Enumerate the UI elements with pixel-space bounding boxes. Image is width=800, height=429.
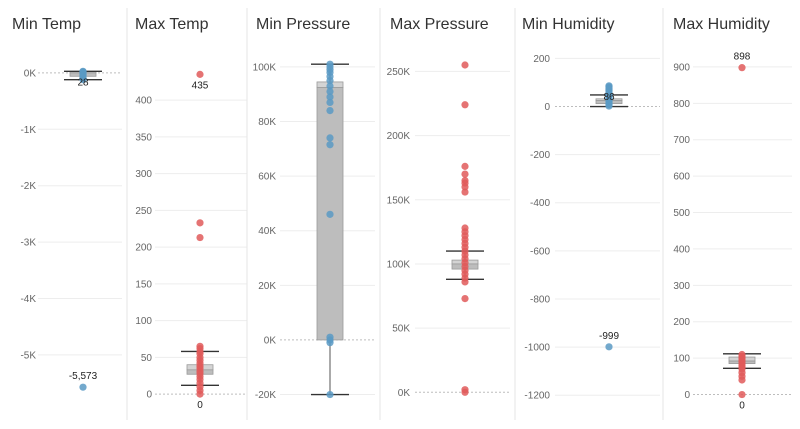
data-point (326, 82, 334, 90)
data-point (605, 102, 613, 110)
tick-label: 0 (544, 102, 550, 113)
data-point (461, 162, 469, 170)
panel-min-pressure: Min Pressure 100K 80K 60K 40K 20K 0K -20K (246, 8, 375, 420)
data-point (326, 93, 334, 101)
panel-title: Max Pressure (390, 16, 489, 33)
panel-max-temp: Max Temp 0 50 100 150 200 250 300 350 400 435 0 (126, 8, 247, 420)
tick-label: 0 (146, 390, 152, 401)
tick-label: 400 (673, 244, 690, 255)
tick-label: -4K (20, 294, 36, 305)
tick-label: -5K (20, 350, 36, 361)
panel-title: Min Pressure (256, 16, 350, 33)
panel-title: Min Humidity (522, 16, 614, 33)
data-point (196, 233, 204, 242)
data-point (196, 219, 204, 227)
data-label: -5,573 (69, 371, 98, 382)
tick-label: 100K (387, 259, 411, 270)
data-point (461, 278, 469, 286)
tick-label: 600 (673, 172, 690, 183)
tick-label: 200 (673, 317, 690, 328)
tick-label: 250 (135, 206, 152, 217)
data-point (326, 339, 334, 347)
tick-label: 250K (387, 67, 411, 78)
panel-title: Min Temp (12, 16, 81, 33)
tick-label: 300 (673, 281, 690, 292)
data-point (326, 87, 334, 96)
data-point (326, 141, 334, 149)
tick-label: -3K (20, 238, 36, 249)
data-label: 0 (739, 401, 745, 412)
tick-label: 0K (24, 68, 37, 79)
data-label: 898 (734, 52, 751, 63)
data-point (196, 390, 204, 398)
tick-label: -600 (530, 246, 550, 257)
data-label: 28 (77, 77, 89, 88)
tick-label: -2K (20, 181, 36, 192)
tick-label: 100K (253, 62, 277, 73)
data-label: 435 (192, 80, 209, 91)
data-label: 86 (603, 92, 615, 103)
panel-title: Max Temp (135, 16, 209, 33)
panel-max-humidity: Max Humidity 0 100 200 300 400 500 600 700 800 900… (662, 8, 792, 420)
tick-label: 0K (398, 388, 411, 399)
tick-label: 100 (135, 316, 152, 327)
data-point (461, 170, 469, 178)
tick-label: 50K (392, 324, 410, 335)
data-point (605, 343, 613, 351)
data-point (326, 210, 334, 218)
data-point (326, 98, 334, 107)
tick-label: 0 (684, 390, 690, 401)
tick-label: 800 (673, 99, 690, 110)
panel-title: Max Humidity (673, 16, 770, 33)
tick-label: 0K (264, 335, 277, 346)
data-point (738, 64, 746, 72)
tick-label: 150K (387, 195, 411, 206)
data-point (326, 76, 334, 85)
panel-min-temp: Min Temp 0K -1K -2K -3K -4K -5K 28 -5,573 (12, 16, 122, 391)
tick-label: 100 (673, 354, 690, 365)
tick-label: 900 (673, 62, 690, 73)
tick-label: -800 (530, 294, 550, 305)
tick-label: 700 (673, 135, 690, 146)
data-label: 0 (197, 400, 203, 411)
tick-label: 60K (258, 172, 276, 183)
tick-label: 200K (387, 131, 411, 142)
tick-label: -1000 (524, 343, 550, 354)
data-point (461, 61, 469, 69)
tick-label: -200 (530, 150, 550, 161)
tick-label: 350 (135, 132, 152, 143)
tick-label: 80K (258, 117, 276, 128)
tick-label: 300 (135, 169, 152, 180)
panel-min-humidity: Min Humidity 200 0 -200 -400 -600 -800 -1000 -12… (514, 8, 660, 420)
tick-label: 200 (135, 243, 152, 254)
data-point (326, 390, 334, 399)
tick-label: 200 (533, 54, 550, 65)
data-point (738, 376, 746, 384)
data-label: -999 (599, 331, 619, 342)
data-point (461, 183, 469, 191)
data-point (79, 383, 87, 391)
data-point (326, 134, 334, 142)
tick-label: 20K (258, 281, 276, 292)
data-point (196, 70, 204, 78)
tick-label: 400 (135, 96, 152, 107)
data-point (461, 188, 469, 196)
tick-label: 40K (258, 226, 276, 237)
data-point (326, 107, 334, 115)
data-point (461, 294, 469, 303)
data-point (461, 101, 469, 109)
tick-label: -1K (20, 125, 36, 136)
data-point (79, 76, 87, 84)
panel-max-pressure: Max Pressure 0K 50K 100K 150K 200K 250K (379, 8, 510, 420)
tick-label: 150 (135, 279, 152, 290)
tick-label: 50 (141, 353, 153, 364)
tick-label: -1200 (524, 391, 550, 402)
data-point (738, 390, 746, 399)
tick-label: -400 (530, 198, 550, 209)
tick-label: -20K (255, 390, 276, 401)
tick-label: 500 (673, 208, 690, 219)
data-point (461, 388, 469, 396)
